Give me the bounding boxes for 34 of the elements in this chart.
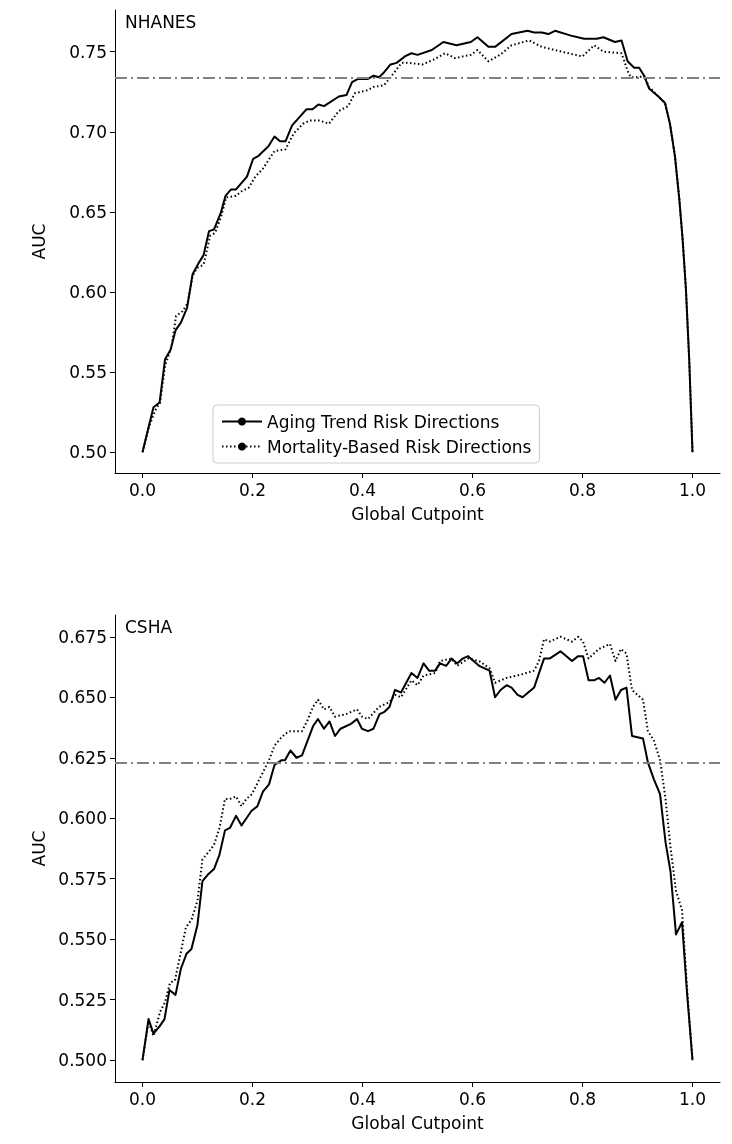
- legend-label: Mortality-Based Risk Directions: [267, 436, 532, 457]
- y-tick-label: 0.675: [58, 626, 107, 647]
- y-tick-label: 0.50: [69, 442, 107, 463]
- y-axis-title: AUC: [28, 223, 49, 260]
- x-tick-label: 0.4: [348, 1088, 377, 1109]
- x-tick-label: 0.2: [238, 1088, 267, 1109]
- y-tick-label: 0.650: [58, 687, 107, 708]
- x-tick-label: 0.8: [568, 479, 597, 500]
- y-tick-label: 0.60: [69, 281, 107, 302]
- x-tick-label: 0.2: [238, 479, 267, 500]
- x-tick-label: 1.0: [678, 1088, 707, 1109]
- x-axis-title: Global Cutpoint: [351, 1112, 484, 1133]
- legend-label: Aging Trend Risk Directions: [267, 411, 500, 432]
- x-tick-label: 0.0: [128, 1088, 157, 1109]
- x-tick-label: 0.6: [458, 479, 487, 500]
- x-tick-label: 1.0: [678, 479, 707, 500]
- y-tick-label: 0.550: [58, 929, 107, 950]
- y-tick-label: 0.500: [58, 1050, 107, 1071]
- y-axis-title: AUC: [28, 830, 49, 867]
- y-tick-label: 0.575: [58, 868, 107, 889]
- x-axis-title: Global Cutpoint: [351, 503, 484, 524]
- chart-title: CSHA: [125, 616, 173, 637]
- y-tick-label: 0.55: [69, 362, 107, 383]
- y-tick-label: 0.70: [69, 121, 107, 142]
- y-tick-label: 0.600: [58, 808, 107, 829]
- y-tick-label: 0.75: [69, 41, 107, 62]
- x-tick-label: 0.4: [348, 479, 377, 500]
- y-tick-label: 0.625: [58, 747, 107, 768]
- x-tick-label: 0.0: [128, 479, 157, 500]
- y-tick-label: 0.525: [58, 989, 107, 1010]
- y-tick-label: 0.65: [69, 201, 107, 222]
- x-tick-label: 0.8: [568, 1088, 597, 1109]
- chart-title: NHANES: [125, 11, 197, 32]
- x-tick-label: 0.6: [458, 1088, 487, 1109]
